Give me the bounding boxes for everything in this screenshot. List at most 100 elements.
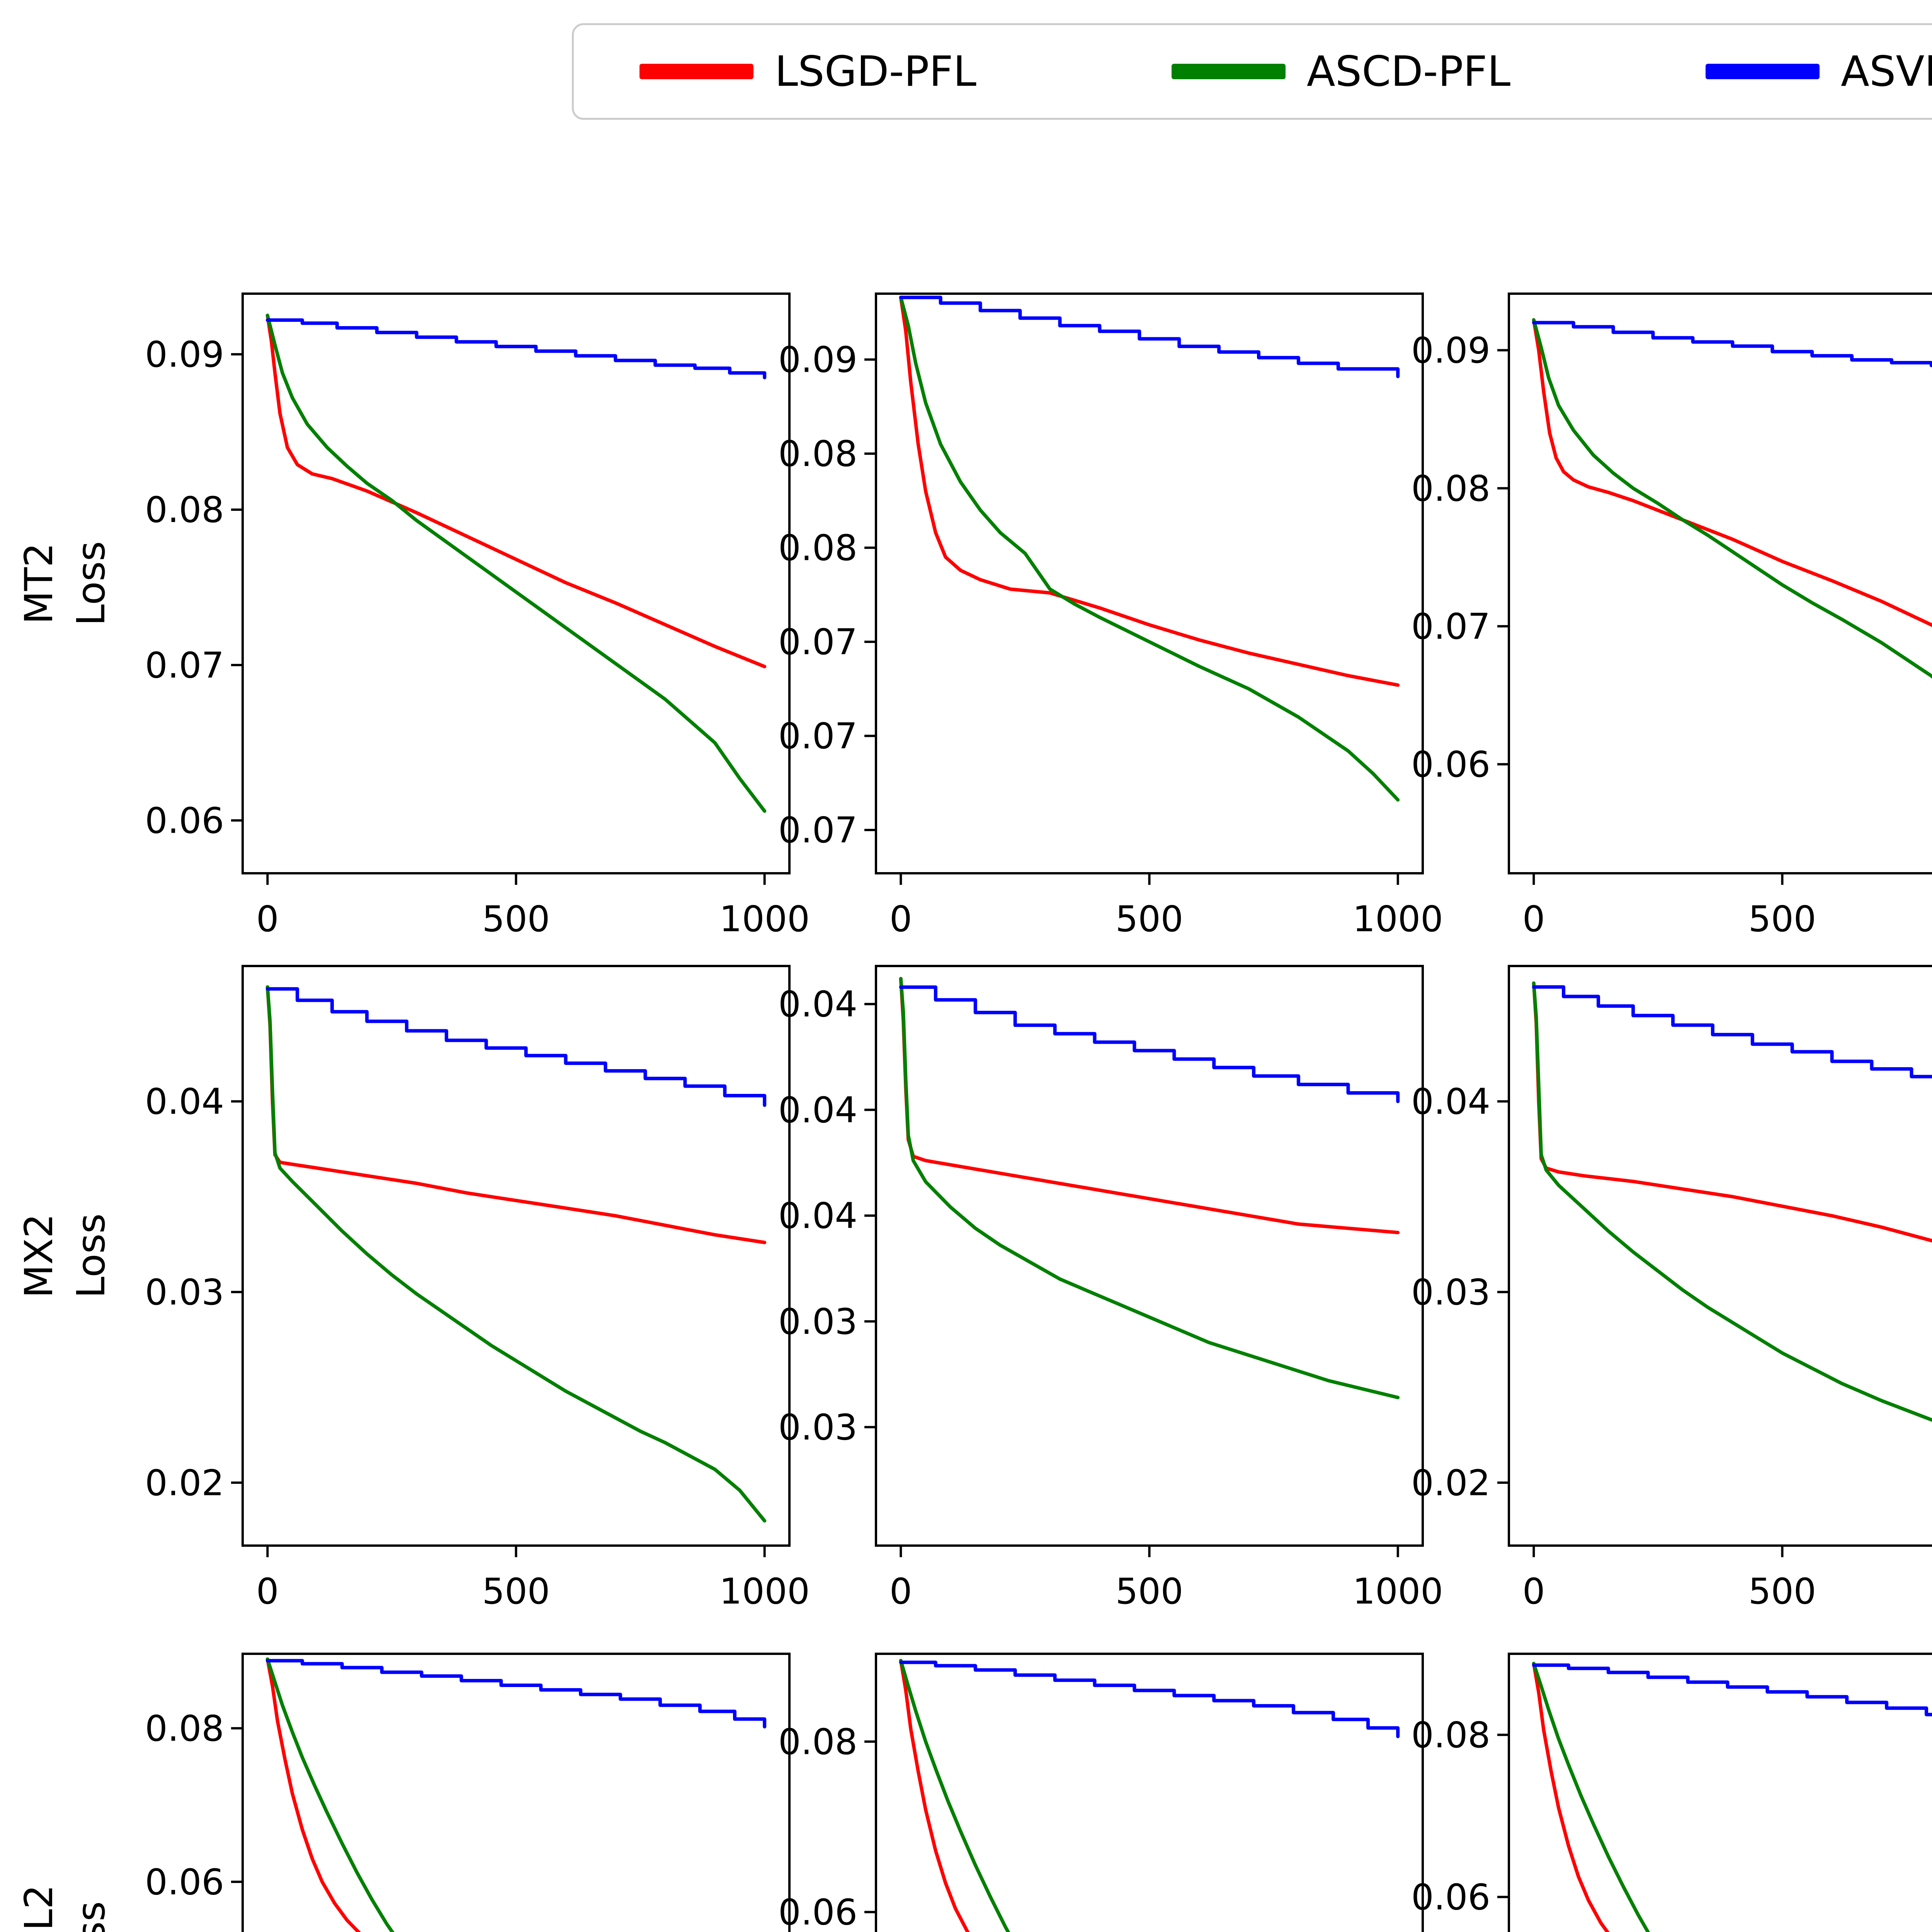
series-line-lsgd-pfl — [265, 1657, 361, 1932]
axes-frame — [875, 1653, 1424, 1932]
series-line-asvrcd-pfl — [899, 296, 1400, 378]
y-tick-label: 0.08 — [1411, 468, 1490, 509]
axes-frame — [1508, 293, 1932, 874]
series-line-asvrcd-pfl — [1532, 321, 1932, 367]
x-tick-label: 0 — [256, 1571, 279, 1612]
legend-item-ascd-pfl: ASCD-PFL — [1171, 47, 1511, 96]
series-line-ascd-pfl — [265, 985, 767, 1523]
axes-frame — [875, 965, 1424, 1547]
y-tick-label: 0.04 — [778, 984, 857, 1025]
y-tick-label: 0.04 — [145, 1081, 224, 1122]
y-tick-label: 0.09 — [1411, 330, 1490, 371]
series-line-ascd-pfl — [1532, 318, 1932, 679]
ylabel-loss: Loss — [68, 1901, 114, 1932]
legend-line-swatch-red — [639, 64, 753, 79]
y-tick-label: 0.07 — [1411, 606, 1490, 647]
series-line-asvrcd-pfl — [265, 318, 767, 379]
x-tick-label: 0 — [889, 898, 912, 940]
y-tick-label: 0.08 — [145, 489, 224, 531]
series-line-asvrcd-pfl — [1532, 985, 1932, 1078]
y-tick-label: 0.08 — [778, 527, 857, 569]
x-tick-label: 500 — [1748, 1571, 1816, 1612]
y-tick-label: 0.06 — [145, 800, 224, 841]
y-tick-label: 0.07 — [145, 645, 224, 686]
y-tick-label: 0.09 — [778, 339, 857, 381]
x-tick-label: 1000 — [719, 1571, 810, 1612]
series-line-lsgd-pfl — [265, 985, 767, 1244]
series-line-ascd-pfl — [265, 313, 767, 813]
axes-frame — [242, 1653, 791, 1932]
series-line-lsgd-pfl — [899, 1659, 970, 1932]
legend-label: ASCD-PFL — [1306, 47, 1511, 96]
series-line-ascd-pfl — [265, 1657, 395, 1932]
series-line-lsgd-pfl — [899, 977, 1400, 1235]
y-tick-label: 0.07 — [778, 621, 857, 663]
y-tick-label: 0.03 — [778, 1301, 857, 1342]
x-tick-label: 500 — [1748, 898, 1816, 940]
y-tick-label: 0.03 — [145, 1272, 224, 1313]
legend: LSGD-PFL ASCD-PFL ASVRCD-PFL — [572, 23, 1932, 120]
legend-item-lsgd-pfl: LSGD-PFL — [639, 48, 976, 96]
series-line-ascd-pfl — [899, 977, 1400, 1400]
axes-frame — [242, 293, 791, 874]
y-tick-label: 0.02 — [145, 1462, 224, 1503]
x-tick-label: 500 — [482, 1571, 550, 1612]
series-line-ascd-pfl — [1532, 981, 1932, 1422]
y-tick-label: 0.06 — [778, 1892, 857, 1932]
series-line-asvrcd-pfl — [899, 985, 1400, 1103]
series-line-lsgd-pfl — [899, 296, 1400, 687]
y-tick-label: 0.06 — [145, 1861, 224, 1903]
x-tick-label: 1000 — [1353, 898, 1443, 940]
y-tick-label: 0.08 — [778, 1721, 857, 1762]
y-tick-label: 0.04 — [778, 1195, 857, 1236]
ylabel-row-name: MX2 — [16, 1214, 61, 1298]
series-line-asvrcd-pfl — [265, 987, 767, 1107]
legend-item-asvrcd-pfl: ASVRCD-PFL — [1706, 48, 1932, 96]
axes-frame — [242, 965, 791, 1547]
x-tick-label: 500 — [482, 898, 550, 940]
y-tick-label: 0.04 — [1411, 1081, 1490, 1122]
legend-line-swatch-green — [1171, 64, 1286, 79]
series-line-asvrcd-pfl — [1532, 1663, 1932, 1716]
series-line-asvrcd-pfl — [265, 1659, 767, 1729]
y-tick-label: 0.03 — [1411, 1272, 1490, 1313]
axes-frame — [1508, 1653, 1932, 1932]
x-tick-label: 500 — [1116, 1571, 1184, 1612]
series-line-lsgd-pfl — [1532, 318, 1932, 628]
legend-label: ASVRCD-PFL — [1841, 47, 1932, 96]
series-line-lsgd-pfl — [265, 313, 767, 668]
legend-line-swatch-blue — [1706, 64, 1820, 79]
x-tick-label: 0 — [889, 1571, 912, 1612]
x-tick-label: 500 — [1116, 898, 1184, 940]
y-tick-label: 0.06 — [1411, 1877, 1490, 1918]
series-line-asvrcd-pfl — [899, 1660, 1400, 1738]
y-tick-label: 0.03 — [778, 1407, 857, 1448]
y-tick-label: 0.02 — [1411, 1462, 1490, 1503]
series-line-ascd-pfl — [1532, 1662, 1650, 1932]
x-tick-label: 0 — [1522, 1571, 1545, 1612]
y-tick-label: 0.09 — [145, 334, 224, 375]
y-tick-label: 0.07 — [778, 716, 857, 757]
series-line-lsgd-pfl — [1532, 1662, 1610, 1932]
y-tick-label: 0.07 — [778, 810, 857, 851]
ylabel-row-name: MT2 — [16, 543, 61, 624]
ylabel-loss: Loss — [68, 1213, 114, 1298]
axes-frame — [1508, 965, 1932, 1547]
axes-frame — [875, 293, 1424, 874]
ylabel-loss: Loss — [68, 541, 114, 626]
x-tick-label: 0 — [1522, 898, 1545, 940]
y-tick-label: 0.08 — [1411, 1714, 1490, 1756]
x-tick-label: 1000 — [1353, 1571, 1443, 1612]
series-line-ascd-pfl — [899, 296, 1400, 802]
legend-label: LSGD-PFL — [775, 47, 976, 96]
x-tick-label: 1000 — [719, 898, 810, 940]
series-line-lsgd-pfl — [1532, 981, 1932, 1243]
y-tick-label: 0.08 — [145, 1708, 224, 1749]
y-tick-label: 0.08 — [778, 433, 857, 474]
ylabel-row-name: APFL2 — [16, 1884, 61, 1932]
y-tick-label: 0.06 — [1411, 744, 1490, 785]
series-line-ascd-pfl — [899, 1659, 1010, 1932]
x-tick-label: 0 — [256, 898, 279, 940]
